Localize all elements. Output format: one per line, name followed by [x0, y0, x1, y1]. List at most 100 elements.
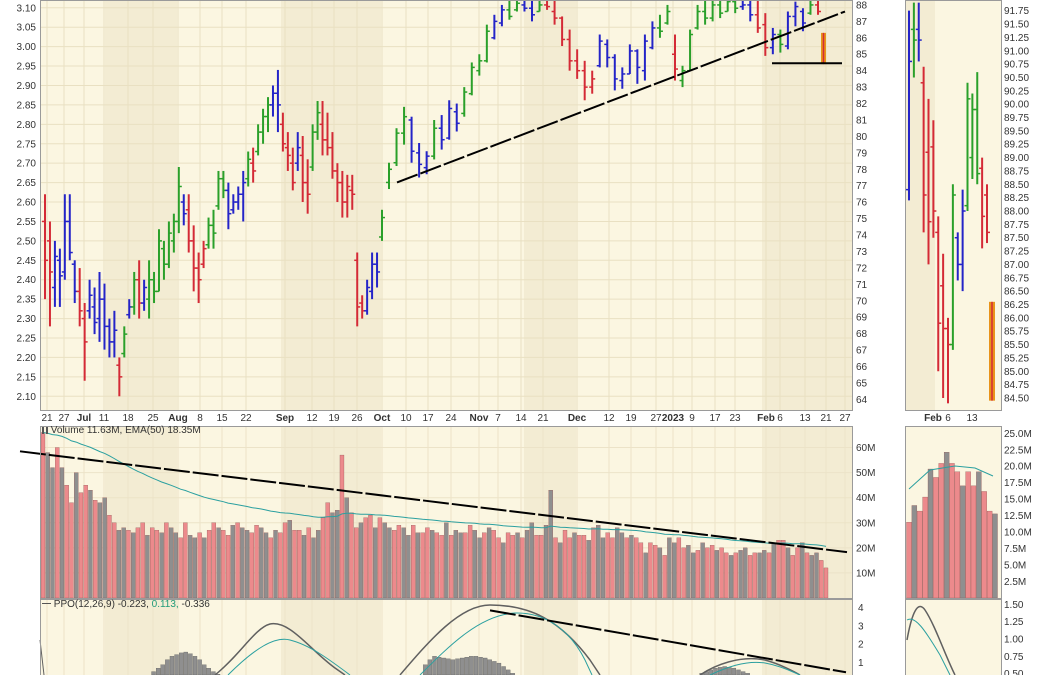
volume-bar: [249, 532, 254, 599]
right-axis-label: 70: [856, 296, 868, 307]
right-axis-label: 72: [856, 263, 868, 274]
volume-bar: [292, 530, 297, 599]
x-tick-label: Feb: [757, 413, 775, 424]
volume-bar: [709, 545, 715, 599]
x-tick-label: 11: [99, 413, 110, 424]
volume-bar: [472, 530, 477, 599]
volume-bar: [121, 527, 126, 599]
right-axis-label: 74: [856, 231, 868, 242]
zoom-volume-axis-label: 25.0M: [1004, 429, 1032, 440]
zoom-volume-bar: [949, 463, 955, 599]
zoom-volume-bar: [938, 463, 944, 599]
volume-bar: [64, 485, 69, 599]
volume-bar: [477, 537, 482, 599]
x-tick-label: Oct: [374, 413, 391, 424]
volume-bar: [78, 492, 84, 599]
volume-bar: [59, 467, 65, 599]
volume-bar: [676, 537, 682, 599]
volume-bar: [738, 550, 743, 599]
ppo-histogram-bar: [446, 658, 451, 676]
zoom-volume-bar: [970, 485, 977, 599]
ppo-histogram-bar: [427, 659, 433, 676]
volume-bar: [548, 490, 553, 599]
ppo-histogram-bar: [473, 656, 479, 676]
volume-axis-label: 10M: [856, 568, 875, 579]
volume-bar: [448, 535, 454, 599]
volume-bar: [662, 555, 667, 599]
left-axis-label: 2.65: [17, 178, 37, 189]
volume-bar: [354, 527, 359, 599]
volume-bar: [69, 502, 74, 599]
volume-bar: [377, 517, 383, 599]
zoom-axis-label: 87.00: [1004, 260, 1029, 271]
ppo-histogram-bar: [459, 657, 465, 676]
zoom-axis-label: 88.00: [1004, 207, 1029, 218]
volume-bar: [577, 535, 582, 599]
volume-bar: [339, 454, 345, 599]
volume-bar: [809, 555, 814, 599]
volume-bar: [40, 432, 46, 599]
zoom-volume-bar: [943, 452, 950, 599]
left-axis-label: 2.50: [17, 236, 37, 247]
x-tick-label: 23: [729, 413, 741, 424]
volume-bar: [586, 540, 591, 599]
volume-bar: [795, 547, 800, 599]
zoom-axis-label: 90.25: [1004, 86, 1029, 97]
zoom-ppo-axis-label: 1.25: [1004, 617, 1024, 628]
left-axis-label: 2.40: [17, 275, 37, 286]
volume-bar: [624, 537, 629, 599]
zoom-axis-label: 86.75: [1004, 273, 1029, 284]
volume-bar: [415, 532, 421, 599]
volume-bar: [434, 532, 440, 599]
zoom-volume-bar: [906, 522, 912, 599]
ppo-histogram-bar: [179, 652, 184, 676]
ppo-histogram-bar: [174, 654, 179, 676]
volume-bar: [453, 530, 459, 599]
volume-bar: [562, 530, 568, 599]
zoom-axis-label: 90.75: [1004, 60, 1029, 71]
ppo-histogram-bar: [464, 657, 469, 676]
ppo-histogram-bar: [455, 658, 460, 676]
volume-bar: [705, 547, 710, 599]
volume-bar: [168, 527, 174, 599]
left-axis-label: 2.75: [17, 139, 37, 150]
volume-bar: [823, 567, 829, 599]
volume-bar: [529, 522, 534, 599]
ppo-axis-label: 4: [858, 603, 864, 614]
panel-border: [40, 426, 853, 599]
month-band-price: [105, 0, 177, 410]
ppo-histogram-bar: [501, 666, 506, 676]
x-tick-label: 12: [603, 413, 615, 424]
volume-bar: [159, 532, 164, 599]
volume-bar: [638, 542, 644, 599]
zoom-ppo-axis-label: 1.50: [1004, 600, 1024, 611]
ppo-line: [214, 623, 346, 676]
volume-bar: [50, 467, 55, 599]
right-axis-label: 65: [856, 378, 868, 389]
ppo-histogram-bar: [202, 664, 207, 676]
zoom-ppo-line: [906, 605, 956, 676]
volume-bar: [301, 535, 307, 599]
ppo-histogram-bar: [740, 671, 746, 676]
volume-bar: [785, 547, 791, 599]
volume-bar: [173, 532, 179, 599]
ppo-line: [699, 657, 801, 676]
volume-bar: [273, 530, 278, 599]
volume-bar: [259, 527, 264, 599]
volume-bar: [714, 550, 720, 599]
ppo-histogram-bar: [506, 669, 511, 676]
volume-bar: [187, 535, 193, 599]
left-axis-label: 2.20: [17, 353, 37, 364]
volume-bar: [306, 527, 311, 599]
ppo-histogram-bar: [160, 664, 165, 676]
volume-axis-label: 20M: [856, 543, 875, 554]
zoom-volume-axis-label: 12.5M: [1004, 511, 1032, 522]
left-axis-label: 2.85: [17, 100, 37, 111]
volume-bar: [819, 560, 824, 599]
zoom-axis-label: 91.50: [1004, 20, 1029, 31]
left-axis-label: 2.25: [17, 334, 37, 345]
volume-bar: [524, 530, 530, 599]
left-axis-label: 2.55: [17, 217, 37, 228]
volume-bar: [671, 542, 677, 599]
panel-border: [905, 0, 1002, 411]
